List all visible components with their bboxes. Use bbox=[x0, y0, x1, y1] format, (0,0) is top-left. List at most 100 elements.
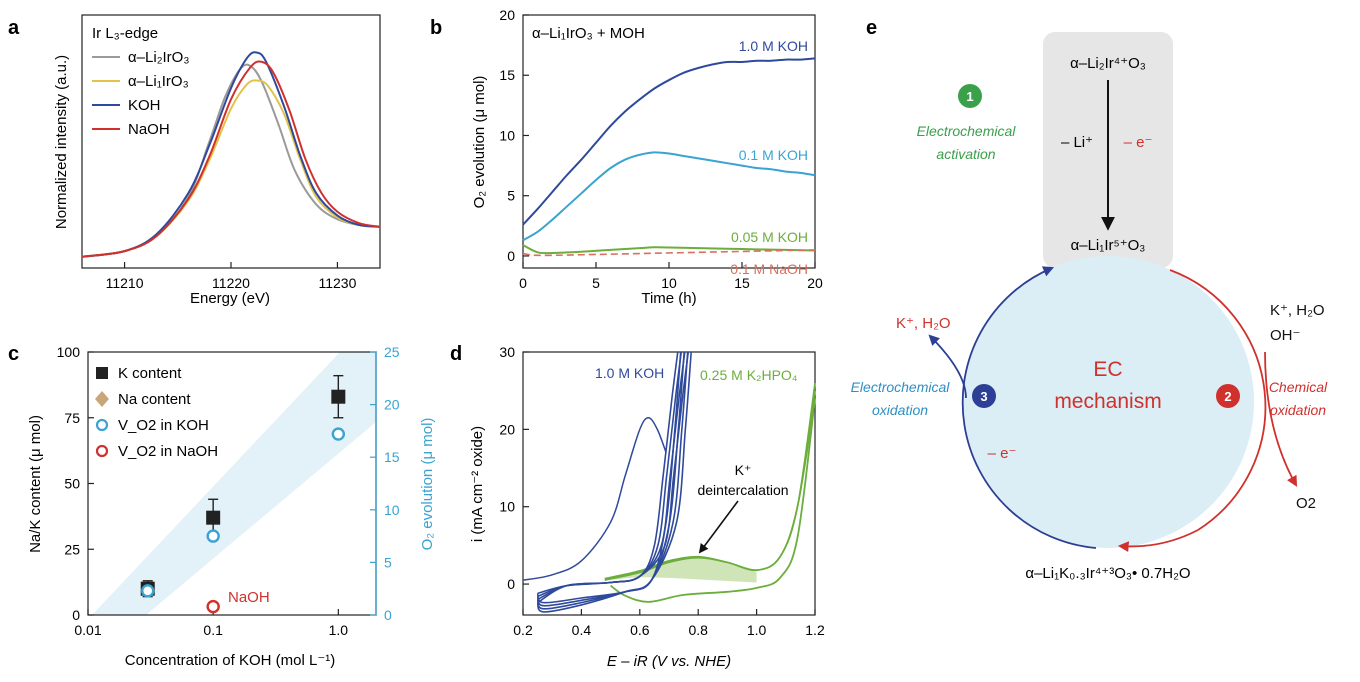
series-labels-d: 1.0 M KOH 0.25 M K₂HPO₄ bbox=[595, 365, 798, 383]
x-axis-label-a: Energy (eV) bbox=[190, 290, 270, 307]
x-tick-label-a: 11210 bbox=[106, 275, 144, 291]
series-label-b: 0.05 M KOH bbox=[731, 229, 808, 245]
panel-letter-c: c bbox=[8, 343, 19, 365]
scatter-points-c bbox=[140, 374, 346, 614]
x-ticks-a: 11210 11220 11230 bbox=[106, 262, 357, 291]
o2-point-2 bbox=[331, 427, 346, 441]
panel-e: e α–Li₂Ir⁴⁺O₃ – Li⁺ – e⁻ α–Li₁Ir⁵⁺O₃ 1 E… bbox=[851, 17, 1328, 582]
step1-number: 1 bbox=[966, 89, 973, 104]
step2-number: 2 bbox=[1224, 389, 1231, 404]
panel-letter-a: a bbox=[8, 17, 20, 39]
y-axis-label-left-c: Na/K content (μ mol) bbox=[27, 415, 44, 553]
x-axis-label-b: Time (h) bbox=[641, 290, 696, 307]
step3-badge bbox=[972, 384, 996, 408]
right-species-line2: OH⁻ bbox=[1270, 327, 1300, 344]
y-tick-label-left-c: 100 bbox=[57, 344, 81, 360]
x-tick-label-b: 5 bbox=[592, 275, 600, 291]
x-tick-label-b: 20 bbox=[807, 275, 823, 291]
y-tick-label-b: 0 bbox=[507, 248, 515, 264]
k-uptake-arrow bbox=[928, 334, 967, 399]
legend-marker-c bbox=[95, 391, 109, 407]
k-content-point bbox=[206, 510, 221, 525]
step3-line2: oxidation bbox=[872, 402, 928, 418]
y-axis-label-right-c: O₂ evolution (μ mol) bbox=[419, 418, 436, 551]
x-tick-label-b: 10 bbox=[661, 275, 677, 291]
panel-d: d 0.2 0.4 0.6 0.8 1.0 1.2 0 10 20 30 1.0 M KOH 0.… bbox=[450, 343, 825, 670]
electrochemical-arc bbox=[961, 266, 1097, 549]
legend-title-a: Ir L₃-edge bbox=[92, 25, 158, 42]
cv-blue-first-cycle bbox=[522, 416, 667, 581]
y-axis-label-b: O₂ evolution (μ mol) bbox=[471, 76, 488, 209]
minus-e-left-label: – e⁻ bbox=[988, 445, 1017, 462]
legend-label-c: V_O2 in KOH bbox=[118, 417, 209, 434]
cv-blue-cycle-return bbox=[536, 351, 692, 613]
y-tick-label-d: 30 bbox=[499, 344, 515, 360]
y-axis-label-a: Normalized intensity (a.u.) bbox=[53, 55, 70, 229]
deintercalation-shading bbox=[604, 557, 757, 583]
y-tick-label-right-c: 20 bbox=[384, 397, 400, 413]
x-tick-label-d: 0.2 bbox=[513, 622, 533, 638]
legend-marker-c bbox=[96, 367, 108, 379]
y-axis-label-d: i (mA cm⁻² oxide) bbox=[469, 426, 486, 542]
panel-a: a 11210 11220 11230 Ir L₃-edge α–Li₂IrO₃α–… bbox=[8, 14, 381, 307]
legend-label-a: α–Li₁IrO₃ bbox=[128, 73, 189, 90]
x-axis-label-d: E – iR (V vs. NHE) bbox=[607, 653, 731, 670]
y-tick-label-d: 20 bbox=[499, 421, 515, 437]
chart-title-b: α–Li₁IrO₃ + MOH bbox=[532, 25, 645, 42]
x-ticks-b: 0 5 10 15 20 bbox=[519, 262, 823, 291]
panel-letter-d: d bbox=[450, 343, 462, 365]
o2-product: O2 bbox=[1296, 495, 1316, 512]
y-tick-label-b: 5 bbox=[507, 188, 515, 204]
x-tick-label-d: 0.4 bbox=[572, 622, 592, 638]
series-label-b: 0.1 M NaOH bbox=[730, 261, 808, 277]
chemical-arc-top bbox=[1169, 269, 1267, 531]
formula-top: α–Li₂Ir⁴⁺O₃ bbox=[1070, 55, 1146, 72]
naoh-point-label: NaOH bbox=[228, 589, 270, 606]
y-tick-label-right-c: 5 bbox=[384, 554, 392, 570]
series-label-d: 1.0 M KOH bbox=[595, 365, 664, 381]
step2-line1: Chemical bbox=[1269, 379, 1328, 395]
y-tick-label-right-c: 10 bbox=[384, 502, 400, 518]
panel-b: b 0 5 10 15 20 0 5 10 15 20 α–Li₁IrO₃ + MOH 1.0 … bbox=[430, 7, 823, 307]
x-tick-label-c: 1.0 bbox=[329, 622, 349, 638]
y-tick-label-left-c: 50 bbox=[64, 476, 80, 492]
step1-line1: Electrochemical bbox=[917, 123, 1017, 139]
x-tick-label-d: 1.0 bbox=[747, 622, 767, 638]
right-species-line1: K⁺, H₂O bbox=[1270, 302, 1325, 319]
series-line-b-2 bbox=[522, 244, 816, 255]
y-tick-label-b: 20 bbox=[499, 7, 515, 23]
o2-evolution-curves bbox=[522, 57, 816, 257]
series-line-a-0 bbox=[81, 63, 381, 258]
series-line-b-0 bbox=[522, 57, 816, 226]
step3-number: 3 bbox=[980, 389, 987, 404]
legend-a: α–Li₂IrO₃ α–Li₁IrO₃ KOH NaOH bbox=[92, 49, 189, 138]
x-ticks-d: 0.2 0.4 0.6 0.8 1.0 1.2 bbox=[513, 609, 825, 638]
y-tick-label-b: 10 bbox=[499, 127, 515, 143]
step2-line2: oxidation bbox=[1270, 402, 1326, 418]
panel-c: c 0 25 50 75 100 0 5 10 15 20 25 0.01 0.1 1.0 K con… bbox=[8, 343, 436, 669]
y-ticks-d: 0 10 20 30 bbox=[499, 344, 529, 592]
cv-blue-cycle bbox=[537, 351, 690, 604]
y-tick-label-right-c: 0 bbox=[384, 607, 392, 623]
annotation-deintercalation: deintercalation bbox=[697, 482, 788, 498]
series-line-a-3 bbox=[81, 60, 381, 258]
formula-mid: α–Li₁Ir⁵⁺O₃ bbox=[1071, 237, 1146, 254]
legend-label-c: Na content bbox=[118, 391, 191, 408]
legend-label-c: K content bbox=[118, 365, 182, 382]
left-species: K⁺, H₂O bbox=[896, 315, 951, 332]
formula-bottom: α–Li₁K₀.₃Ir⁴⁺³O₃• 0.7H₂O bbox=[1025, 565, 1190, 582]
y-tick-label-b: 15 bbox=[499, 67, 515, 83]
annotation-k-plus: K⁺ bbox=[735, 462, 752, 478]
ec-cycle-circle bbox=[962, 256, 1254, 548]
series-line-a-1 bbox=[81, 79, 381, 258]
legend-label-c: V_O2 in NaOH bbox=[118, 443, 218, 460]
step1-badge bbox=[958, 84, 982, 108]
o2-point-2 bbox=[141, 584, 155, 598]
panel-letter-e: e bbox=[866, 17, 877, 39]
step3-line1: Electrochemical bbox=[851, 379, 951, 395]
y-tick-label-right-c: 25 bbox=[384, 344, 400, 360]
x-tick-label-a: 11230 bbox=[318, 275, 356, 291]
legend-c: K content Na content V_O2 in KOH V_O2 in Na… bbox=[95, 365, 218, 460]
legend-marker-c bbox=[95, 418, 109, 432]
